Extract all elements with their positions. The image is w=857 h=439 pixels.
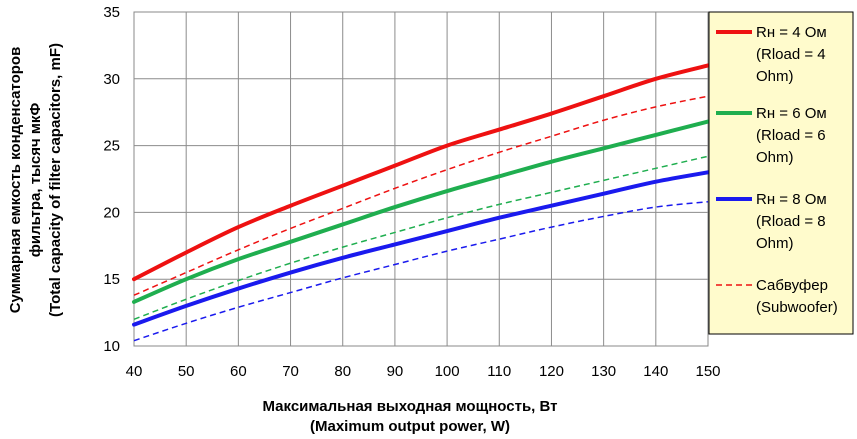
- legend-label-rn6-line-3: Ohm): [756, 149, 794, 166]
- x-tick-label: 140: [643, 363, 668, 380]
- y-tick-label: 35: [103, 4, 120, 21]
- x-tick-label: 80: [334, 363, 351, 380]
- legend-label-rn8-line-3: Ohm): [756, 235, 794, 252]
- y-tick-label: 30: [103, 71, 120, 88]
- x-tick-label: 90: [387, 363, 404, 380]
- x-tick-label: 150: [695, 363, 720, 380]
- grid: [134, 12, 708, 346]
- y-tick-label: 15: [103, 271, 120, 288]
- y-tick-label: 10: [103, 338, 120, 355]
- legend-label-rn6-line-1: Rн = 6 Ом: [756, 105, 827, 122]
- y-tick-label: 20: [103, 204, 120, 221]
- y-axis-title-line-3: (Total capacity of filter capacitors, mF…: [47, 43, 64, 317]
- series-layer: [132, 63, 710, 342]
- ticks: 40 50 60 70 80 90 100 110 120 130 140 150 10 15 20 25 30…: [103, 4, 720, 380]
- legend-label-rn4-line-2: (Rload = 4: [756, 46, 826, 63]
- legend-label-rn8-line-2: (Rload = 8: [756, 213, 826, 230]
- x-tick-label: 40: [126, 363, 143, 380]
- x-tick-label: 120: [539, 363, 564, 380]
- x-axis-title-line-2: (Maximum output power, W): [310, 418, 510, 435]
- legend-box: [708, 11, 854, 335]
- series-line-solid-2: [132, 170, 710, 327]
- x-axis-title-line-1: Максимальная выходная мощность, Вт: [263, 398, 558, 415]
- y-axis-title-line-2: фильтра, тысяч мкФ: [27, 103, 44, 258]
- legend-label-rn4-line-1: Rн = 4 Ом: [756, 24, 827, 41]
- x-tick-label: 100: [435, 363, 460, 380]
- legend-label-rn4-line-3: Ohm): [756, 68, 794, 85]
- legend-label-rn8-line-1: Rн = 8 Ом: [756, 191, 827, 208]
- x-tick-label: 50: [178, 363, 195, 380]
- series-line-solid-1: [132, 119, 710, 304]
- x-tick-label: 70: [282, 363, 299, 380]
- x-tick-label: 60: [230, 363, 247, 380]
- x-tick-label: 110: [487, 363, 511, 380]
- y-axis-title-line-1: Суммарная емкость конденсаторов: [7, 47, 24, 314]
- series-line-solid-0: [132, 63, 710, 282]
- series-line-dashed-4: [133, 155, 709, 320]
- x-tick-label: 130: [591, 363, 616, 380]
- y-tick-label: 25: [103, 138, 120, 155]
- series-line-dashed-5: [133, 200, 709, 342]
- y-axis-title: Суммарная емкость конденсаторов фильтра,…: [7, 43, 64, 317]
- legend-label-rn6-line-2: (Rload = 6: [756, 127, 826, 144]
- legend-label-subwoofer-line-1: Сабвуфер: [756, 277, 828, 294]
- legend-label-subwoofer-line-2: (Subwoofer): [756, 299, 838, 316]
